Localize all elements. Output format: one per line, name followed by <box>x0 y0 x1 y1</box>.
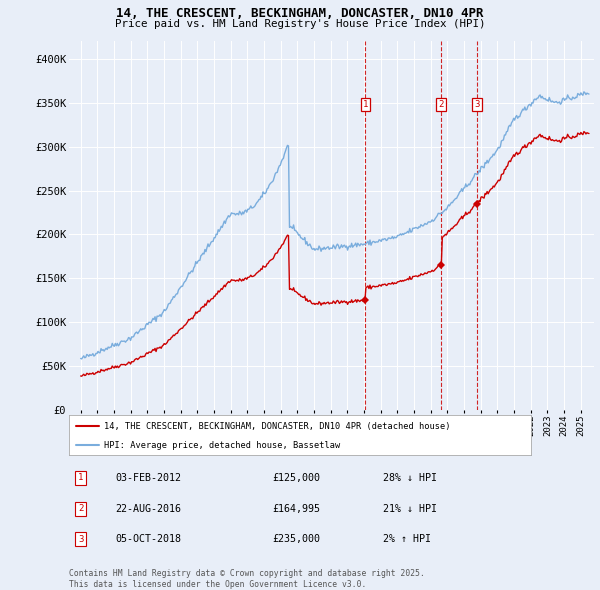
Text: £125,000: £125,000 <box>272 473 320 483</box>
Text: 2% ↑ HPI: 2% ↑ HPI <box>383 535 431 544</box>
Text: 2: 2 <box>439 100 444 109</box>
Text: 03-FEB-2012: 03-FEB-2012 <box>115 473 181 483</box>
Text: 3: 3 <box>78 535 83 544</box>
Text: Price paid vs. HM Land Registry's House Price Index (HPI): Price paid vs. HM Land Registry's House … <box>115 19 485 29</box>
Text: 14, THE CRESCENT, BECKINGHAM, DONCASTER, DN10 4PR (detached house): 14, THE CRESCENT, BECKINGHAM, DONCASTER,… <box>104 422 450 431</box>
Text: Contains HM Land Registry data © Crown copyright and database right 2025.
This d: Contains HM Land Registry data © Crown c… <box>69 569 425 589</box>
Text: HPI: Average price, detached house, Bassetlaw: HPI: Average price, detached house, Bass… <box>104 441 340 450</box>
Text: 21% ↓ HPI: 21% ↓ HPI <box>383 504 437 513</box>
Text: 1: 1 <box>78 473 83 483</box>
Text: £164,995: £164,995 <box>272 504 320 513</box>
Text: 28% ↓ HPI: 28% ↓ HPI <box>383 473 437 483</box>
Text: £235,000: £235,000 <box>272 535 320 544</box>
Text: 05-OCT-2018: 05-OCT-2018 <box>115 535 181 544</box>
Text: 2: 2 <box>78 504 83 513</box>
Text: 3: 3 <box>474 100 479 109</box>
Text: 1: 1 <box>363 100 368 109</box>
Text: 22-AUG-2016: 22-AUG-2016 <box>115 504 181 513</box>
Text: 14, THE CRESCENT, BECKINGHAM, DONCASTER, DN10 4PR: 14, THE CRESCENT, BECKINGHAM, DONCASTER,… <box>116 7 484 20</box>
